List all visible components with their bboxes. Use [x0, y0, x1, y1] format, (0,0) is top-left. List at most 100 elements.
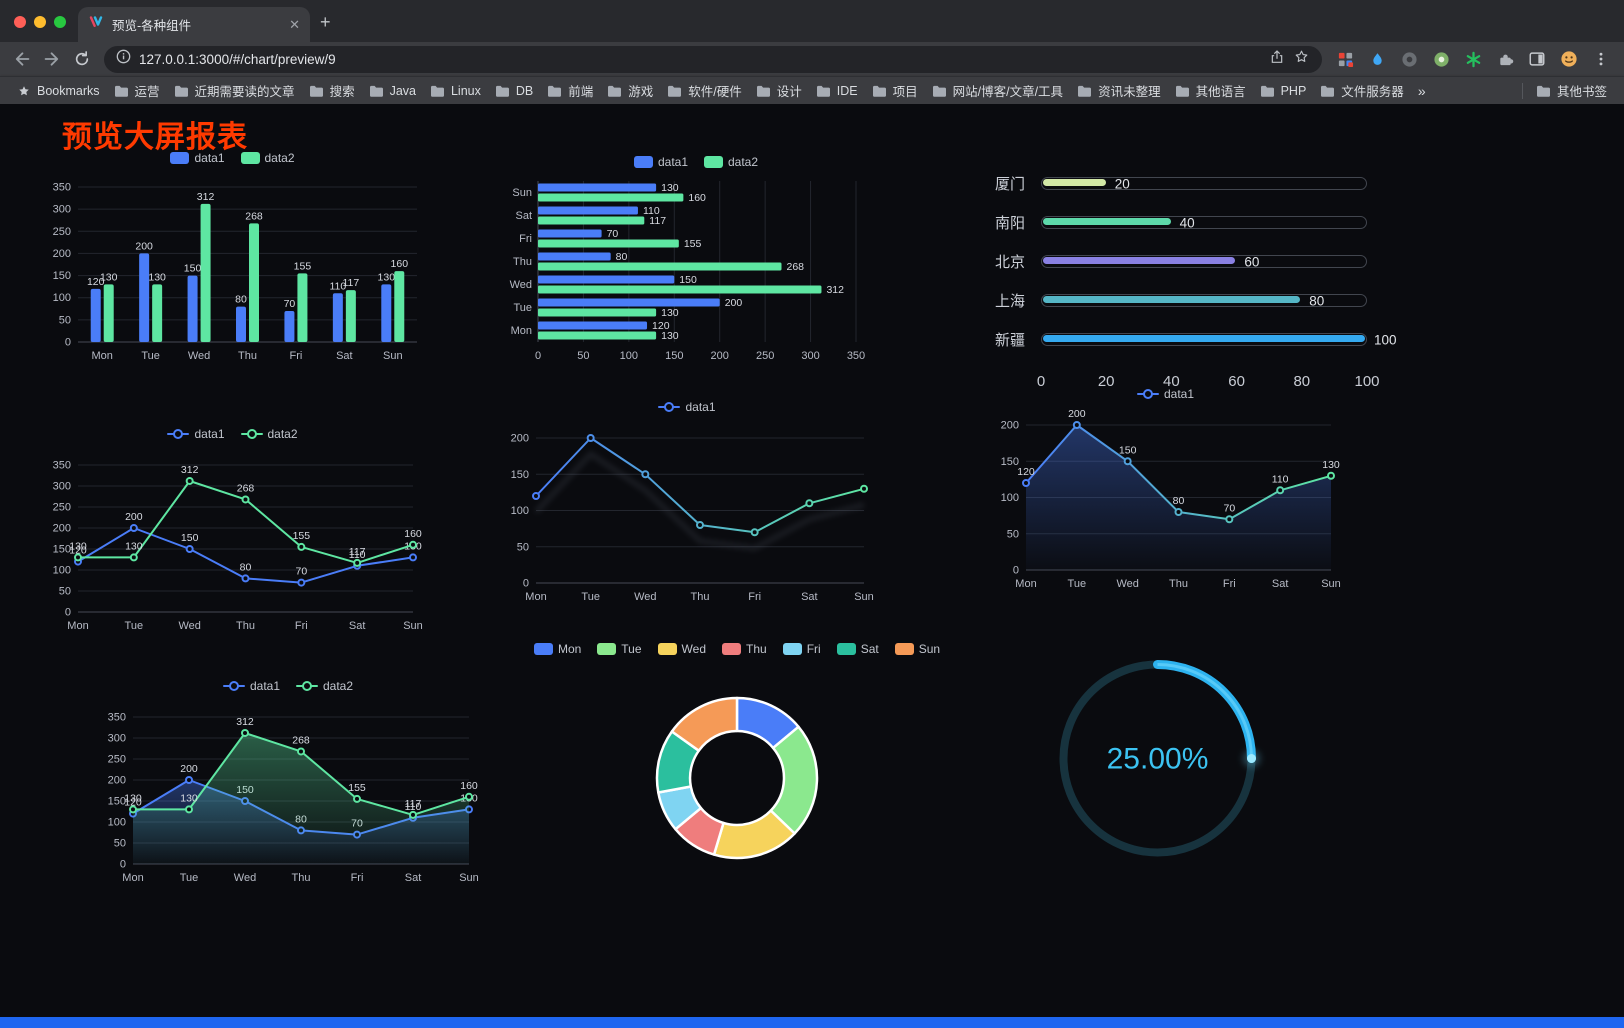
svg-text:Thu: Thu: [236, 620, 255, 632]
svg-text:120: 120: [1017, 466, 1035, 478]
legend-item[interactable]: data2: [240, 427, 298, 441]
svg-text:Tue: Tue: [141, 350, 160, 362]
folder-icon: [174, 85, 188, 97]
svg-text:50: 50: [114, 838, 126, 850]
back-button[interactable]: [8, 45, 36, 73]
colored-blocks-extension-icon[interactable]: [1334, 48, 1356, 70]
svg-text:50: 50: [59, 586, 71, 598]
svg-text:Wed: Wed: [234, 872, 256, 884]
side-panel-icon[interactable]: [1526, 48, 1548, 70]
svg-text:250: 250: [53, 226, 71, 238]
grouped-bar-chart[interactable]: data1 data2 0 50 100 150 200 250 300 350 Mon Tue Wed…: [40, 148, 425, 368]
puzzle-extensions-icon[interactable]: [1494, 48, 1516, 70]
bookmark-star-icon[interactable]: [1293, 48, 1310, 70]
bookmark-folder[interactable]: 项目: [865, 78, 925, 103]
window-close-button[interactable]: [14, 16, 26, 28]
bookmark-folder[interactable]: 其他语言: [1168, 78, 1253, 103]
progress-fill: [1043, 257, 1236, 264]
legend-item[interactable]: Fri: [782, 642, 821, 656]
legend-item[interactable]: data1: [167, 427, 225, 441]
address-bar[interactable]: 127.0.0.1:3000/#/chart/preview/9: [104, 45, 1322, 73]
bookmark-folder[interactable]: 近期需要读的文章: [167, 78, 302, 103]
bookmark-folder[interactable]: 资讯未整理: [1070, 78, 1168, 103]
progress-fill: [1043, 296, 1301, 303]
legend-item[interactable]: data1: [222, 679, 280, 693]
green-star-extension-icon[interactable]: [1462, 48, 1484, 70]
bookmark-folder[interactable]: Java: [362, 81, 423, 101]
progress-value: 40: [1179, 215, 1195, 230]
svg-text:Sun: Sun: [403, 620, 423, 632]
legend-item[interactable]: data1: [170, 151, 225, 165]
svg-text:Thu: Thu: [292, 872, 311, 884]
forward-button[interactable]: [38, 45, 66, 73]
horizontal-bar-chart[interactable]: data1 data2 0 50 100 150 200 250 300 350 Mon Tue Wed…: [500, 152, 892, 368]
legend-item[interactable]: Sat: [836, 642, 879, 656]
green-circle-extension-icon[interactable]: [1430, 48, 1452, 70]
svg-text:300: 300: [53, 481, 71, 493]
bookmark-folder[interactable]: 游戏: [600, 78, 660, 103]
svg-text:Tue: Tue: [125, 620, 144, 632]
legend-item[interactable]: Tue: [597, 642, 642, 656]
url-text[interactable]: 127.0.0.1:3000/#/chart/preview/9: [139, 51, 336, 67]
legend-item[interactable]: data1: [658, 400, 716, 414]
dashboard-page: 预览大屏报表 data1 data2 0 50 100 150 200 250 300 350 Mo…: [0, 104, 1624, 1028]
two-series-area-line-chart[interactable]: data1 data2 0 50 100 150 200 250 300 350 Mon Tue Wed…: [95, 676, 481, 890]
legend-item[interactable]: data1: [1136, 387, 1194, 401]
percent-gauge-chart[interactable]: 25.00%: [1040, 639, 1275, 874]
svg-text:Mon: Mon: [92, 350, 113, 362]
browser-titlebar: 预览-各种组件 ✕ +: [0, 0, 1624, 42]
bookmark-folder[interactable]: 软件/硬件: [660, 78, 748, 103]
smiley-extension-icon[interactable]: [1558, 48, 1580, 70]
svg-text:250: 250: [756, 350, 774, 362]
legend-item[interactable]: data2: [704, 155, 758, 169]
site-info-icon[interactable]: [116, 49, 131, 69]
svg-text:130: 130: [661, 330, 679, 342]
bookmark-folder[interactable]: 搜索: [302, 78, 362, 103]
tab-close-icon[interactable]: ✕: [289, 17, 300, 32]
gradient-line-chart[interactable]: data1 0 50 100 150 200 Mon Tue Wed Thu Fri Sat Sun: [498, 397, 876, 609]
legend-item[interactable]: data2: [296, 679, 353, 693]
bookmark-folder[interactable]: PHP: [1253, 81, 1314, 101]
bookmark-folder[interactable]: 运营: [107, 78, 167, 103]
bookmark-folder[interactable]: 文件服务器: [1313, 78, 1411, 103]
blue-drop-extension-icon[interactable]: [1366, 48, 1388, 70]
bookmark-folder[interactable]: 网站/博客/文章/工具: [925, 78, 1070, 103]
window-zoom-button[interactable]: [54, 16, 66, 28]
share-icon[interactable]: [1269, 49, 1285, 70]
two-series-line-chart[interactable]: data1 data2 0 50 100 150 200 250 300 350 Mon Tue Wed…: [40, 424, 425, 638]
progress-row: 新疆 100: [995, 320, 1397, 359]
svg-text:80: 80: [240, 561, 252, 573]
svg-text:200: 200: [135, 240, 153, 252]
browser-menu-icon[interactable]: [1590, 48, 1612, 70]
new-tab-button[interactable]: +: [320, 12, 331, 32]
weekday-donut-chart[interactable]: Mon Tue Wed Thu Fri Sat Sun: [533, 639, 940, 881]
other-bookmarks-folder[interactable]: 其他书签: [1529, 78, 1614, 103]
bookmark-folder[interactable]: DB: [488, 81, 540, 101]
bookmarks-manager-item[interactable]: Bookmarks: [10, 81, 107, 101]
svg-text:Mon: Mon: [1015, 578, 1036, 590]
folder-icon: [932, 85, 946, 97]
gray-circle-extension-icon[interactable]: [1398, 48, 1420, 70]
legend-item[interactable]: Sun: [894, 642, 940, 656]
bookmark-folder[interactable]: IDE: [809, 81, 865, 101]
bookmark-folder[interactable]: 前端: [540, 78, 600, 103]
legend-item[interactable]: Wed: [657, 642, 706, 656]
city-progress-chart[interactable]: 厦门 20 南阳 40 北京 60 上海 80 新疆 100 0 20 40 60 80 100: [995, 156, 1397, 396]
legend-item[interactable]: data2: [240, 151, 295, 165]
progress-row: 南阳 40: [995, 203, 1367, 242]
progress-label: 新疆: [995, 332, 1026, 349]
legend-item[interactable]: Thu: [722, 642, 767, 656]
single-area-line-chart[interactable]: data1 0 50 100 150 200 Mon Tue Wed Thu Fri Sat Sun 12…: [988, 384, 1343, 596]
svg-text:Mon: Mon: [122, 872, 143, 884]
browser-tab[interactable]: 预览-各种组件 ✕: [78, 7, 310, 42]
legend-item[interactable]: data1: [633, 155, 688, 169]
svg-text:Sat: Sat: [515, 210, 532, 222]
svg-text:Fri: Fri: [1223, 578, 1236, 590]
reload-button[interactable]: [68, 45, 96, 73]
bookmarks-overflow-chevron[interactable]: »: [1417, 82, 1426, 99]
window-minimize-button[interactable]: [34, 16, 46, 28]
bookmark-folder[interactable]: Linux: [423, 81, 488, 101]
bookmark-folder[interactable]: 设计: [749, 78, 809, 103]
legend-item[interactable]: Mon: [533, 642, 581, 656]
folder-icon: [309, 85, 323, 97]
